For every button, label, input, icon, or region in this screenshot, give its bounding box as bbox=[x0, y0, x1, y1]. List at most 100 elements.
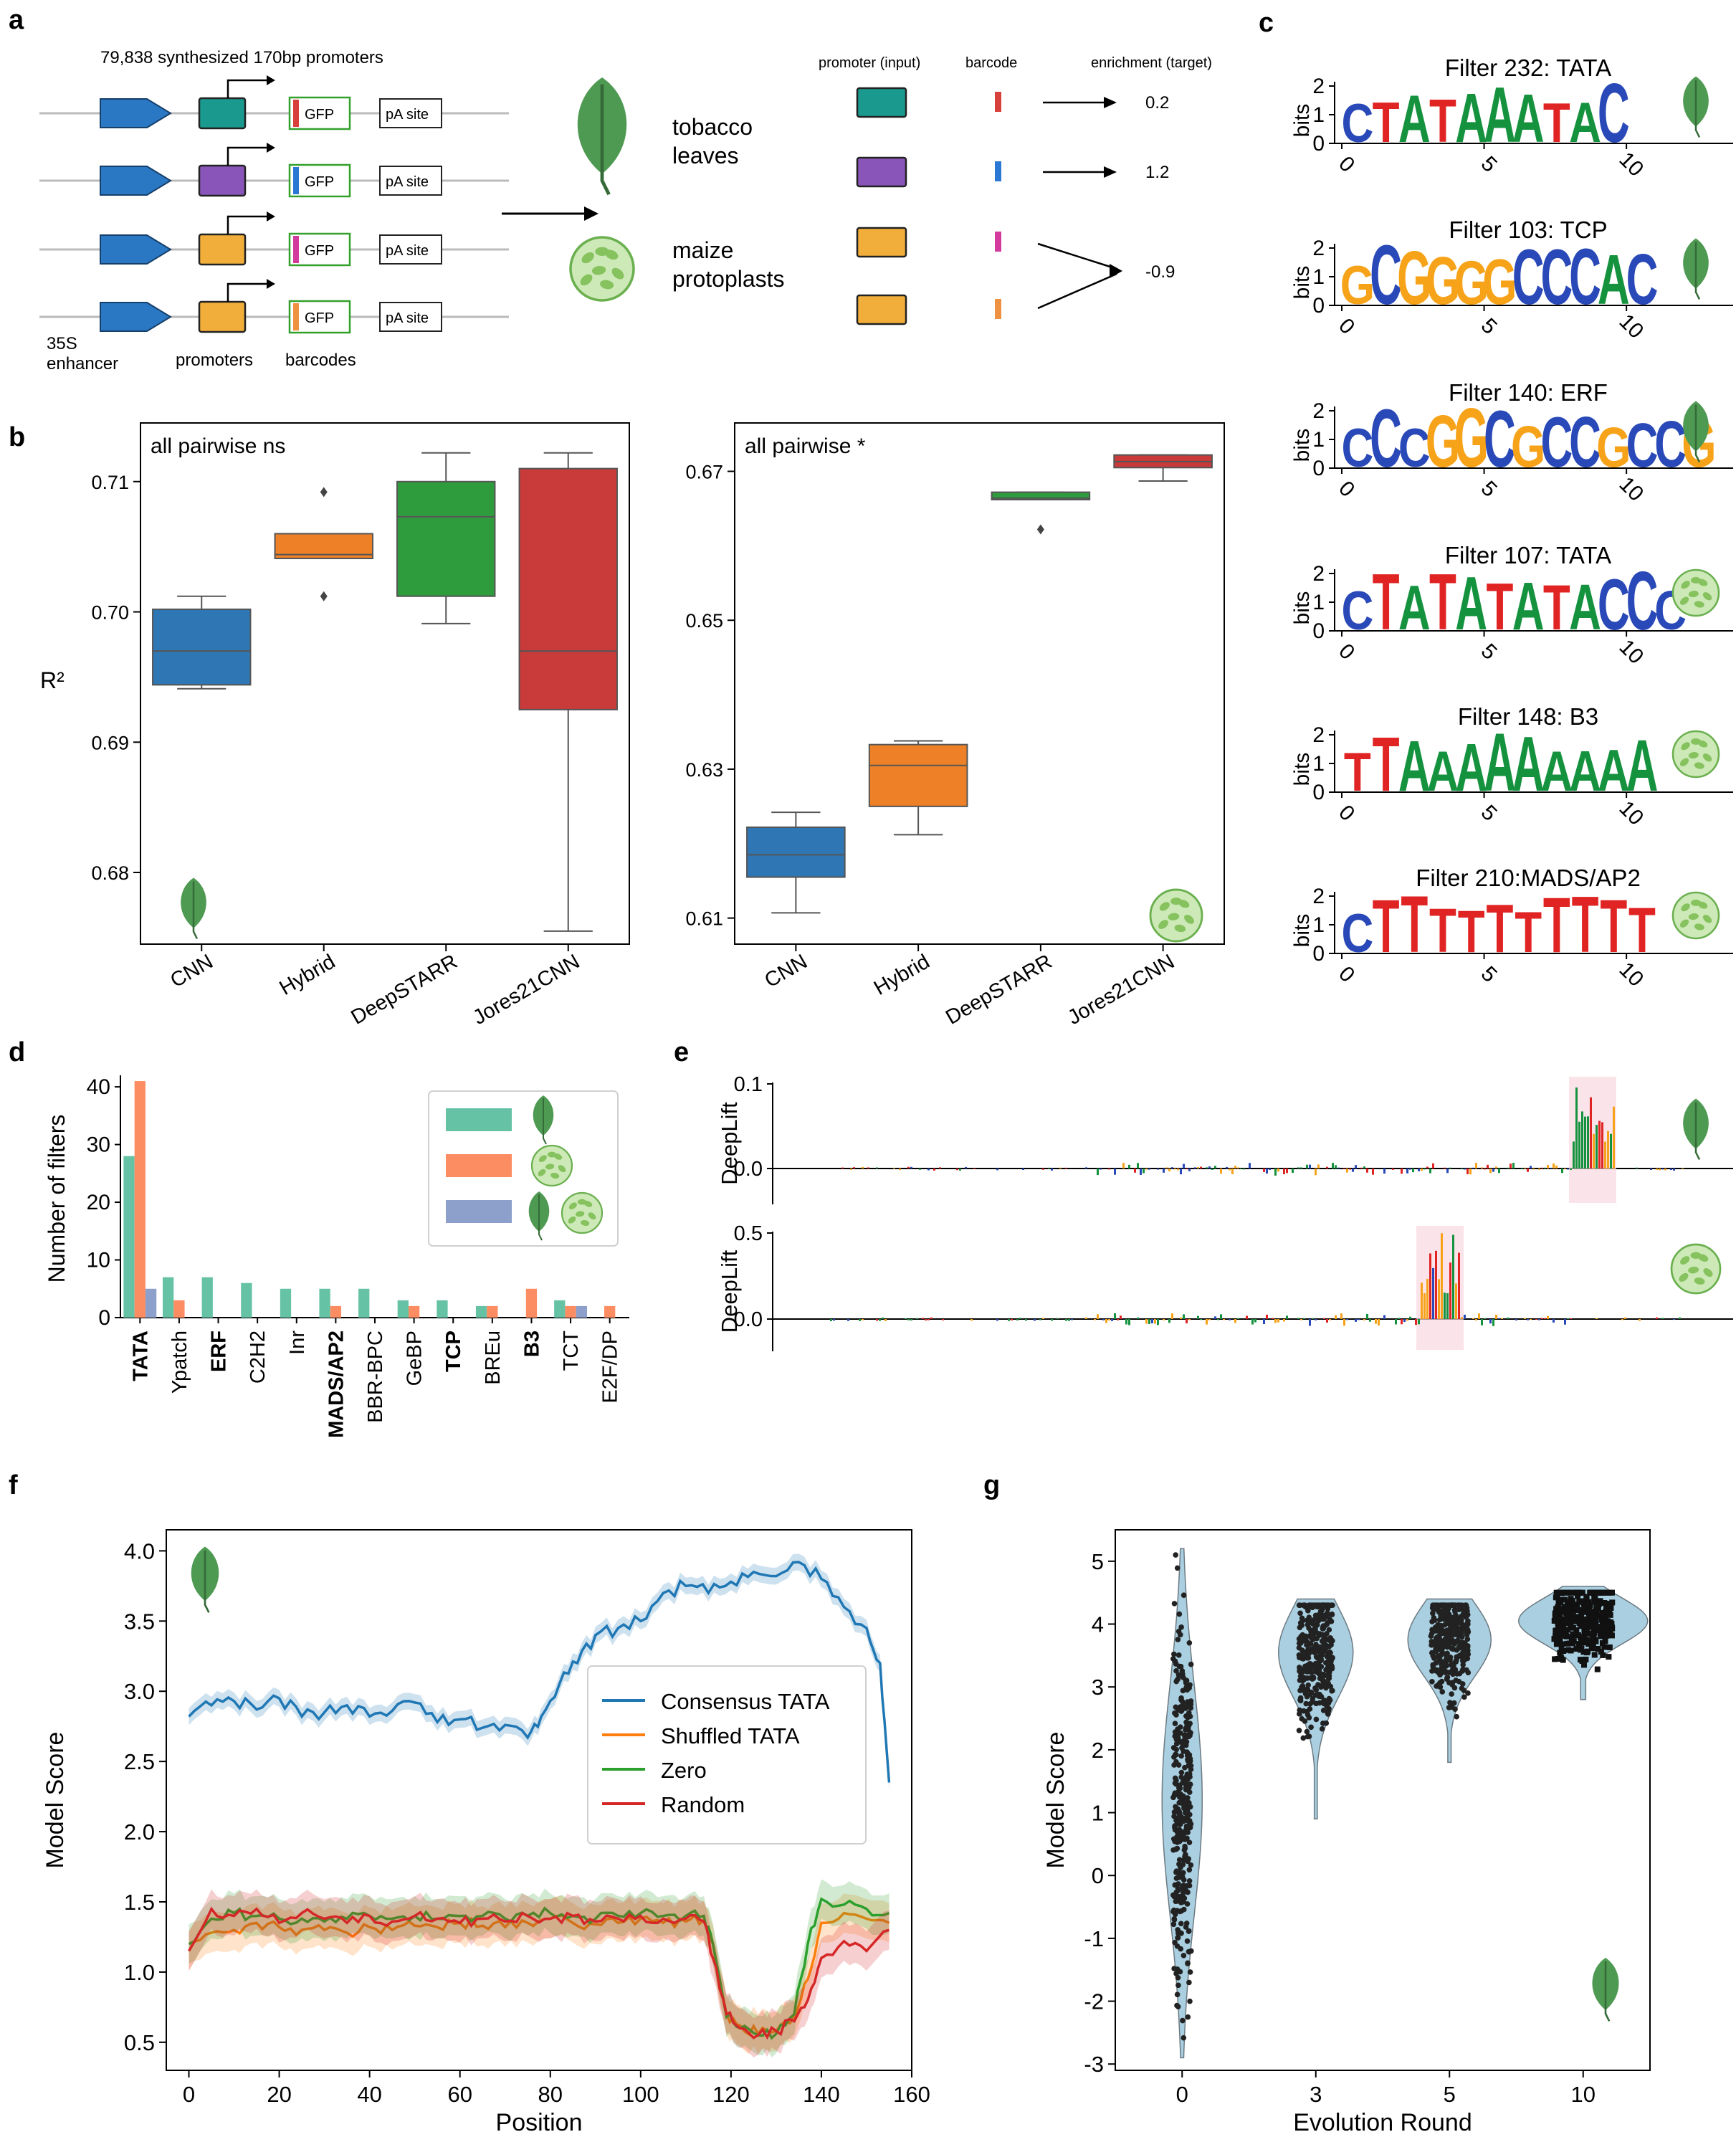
data-point bbox=[1454, 1654, 1459, 1660]
data-point bbox=[1603, 1619, 1609, 1626]
attribution-bar bbox=[1541, 1318, 1543, 1319]
attribution-bar bbox=[1369, 1319, 1371, 1322]
attribution-bar bbox=[1309, 1164, 1311, 1169]
data-point bbox=[1327, 1697, 1333, 1703]
data-point bbox=[1183, 1823, 1190, 1829]
data-point bbox=[1591, 1622, 1598, 1629]
attribution-bar bbox=[930, 1317, 933, 1319]
attribution-bar bbox=[1524, 1167, 1526, 1169]
data-point bbox=[1572, 1605, 1578, 1612]
logo-letter: T bbox=[1373, 558, 1400, 647]
data-point bbox=[1297, 1665, 1302, 1670]
bar bbox=[319, 1288, 330, 1318]
tss-arrow-head bbox=[267, 279, 275, 289]
attribution-bar bbox=[1171, 1313, 1173, 1319]
attribution-bar bbox=[1593, 1133, 1595, 1169]
pa-block bbox=[379, 166, 442, 196]
data-point bbox=[1597, 1632, 1603, 1639]
attribution-bar bbox=[1323, 1318, 1325, 1319]
data-point bbox=[1450, 1640, 1456, 1646]
attribution-bar bbox=[1547, 1165, 1549, 1169]
leaf-stem bbox=[1694, 80, 1701, 138]
y-tick-label: 4 bbox=[1092, 1612, 1104, 1637]
table-header: enrichment (target) bbox=[1091, 55, 1212, 71]
chloroplast bbox=[1159, 902, 1170, 911]
data-point bbox=[1572, 1618, 1578, 1624]
data-point bbox=[1180, 1688, 1186, 1694]
attribution-bar bbox=[1206, 1167, 1208, 1169]
y-axis-label: DeepLift bbox=[717, 1102, 742, 1185]
attribution-bar bbox=[1057, 1318, 1059, 1319]
data-point bbox=[1311, 1650, 1317, 1655]
attribution-bar bbox=[1461, 1317, 1463, 1319]
attribution-bar bbox=[1234, 1166, 1236, 1169]
attribution-bar bbox=[1105, 1319, 1107, 1323]
data-point bbox=[1181, 1847, 1188, 1853]
data-point bbox=[1579, 1657, 1585, 1664]
logo-letter: G bbox=[1454, 248, 1489, 318]
data-point bbox=[1172, 1824, 1178, 1830]
attribution-bar bbox=[1085, 1167, 1087, 1169]
data-point bbox=[1313, 1661, 1320, 1667]
data-point bbox=[1188, 1862, 1194, 1868]
table-promoter bbox=[856, 227, 907, 258]
chloroplast bbox=[1174, 924, 1186, 933]
data-point bbox=[1320, 1616, 1326, 1622]
data-point bbox=[1299, 1683, 1306, 1689]
logo-letter: G bbox=[1426, 243, 1460, 318]
data-point bbox=[1465, 1690, 1471, 1696]
data-point bbox=[1582, 1609, 1588, 1615]
data-point bbox=[1449, 1602, 1456, 1609]
data-point bbox=[1574, 1632, 1580, 1639]
table-header: promoter (input) bbox=[819, 55, 920, 71]
chloroplast bbox=[538, 1169, 546, 1176]
filter-title: Filter 232: TATA bbox=[1445, 54, 1611, 81]
attribution-bar bbox=[879, 1319, 881, 1321]
table-promoter bbox=[856, 294, 907, 325]
data-point bbox=[1178, 1817, 1184, 1824]
data-point bbox=[1438, 1612, 1444, 1617]
attribution-bar bbox=[1283, 1169, 1285, 1174]
attribution-bar bbox=[1570, 1318, 1572, 1319]
chloroplast bbox=[581, 252, 594, 264]
attribution-bar bbox=[1372, 1169, 1374, 1175]
attribution-bar bbox=[1145, 1319, 1148, 1324]
data-point bbox=[1178, 1835, 1183, 1841]
attribution-bar bbox=[1180, 1169, 1182, 1175]
data-point bbox=[1184, 1883, 1190, 1889]
chloroplast bbox=[1702, 592, 1712, 601]
y-tick-label: 1 bbox=[1312, 103, 1325, 127]
data-point bbox=[1320, 1708, 1327, 1713]
data-point bbox=[1188, 1698, 1194, 1704]
data-point bbox=[1444, 1676, 1450, 1683]
data-point bbox=[1586, 1612, 1593, 1619]
panel-letter: e bbox=[674, 1037, 689, 1067]
attribution-bar bbox=[1383, 1169, 1386, 1174]
data-point bbox=[1464, 1612, 1470, 1619]
attribution-bar bbox=[1194, 1167, 1196, 1169]
enhancer-label: 35S bbox=[47, 334, 77, 353]
data-point bbox=[1443, 1628, 1449, 1634]
data-point bbox=[1557, 1635, 1563, 1642]
attribution-bar bbox=[1039, 1319, 1041, 1320]
data-point bbox=[1321, 1602, 1327, 1609]
x-tick-label: 0 bbox=[1334, 801, 1359, 826]
data-point bbox=[1325, 1651, 1332, 1657]
data-point bbox=[1581, 1632, 1588, 1639]
data-point bbox=[1561, 1632, 1568, 1638]
data-point bbox=[1592, 1596, 1598, 1602]
attribution-bar bbox=[1438, 1279, 1440, 1319]
attribution-bar bbox=[1226, 1166, 1228, 1169]
y-tick-label: 1 bbox=[1312, 428, 1325, 452]
chloroplast bbox=[1694, 601, 1704, 608]
attribution-bar bbox=[1022, 1169, 1024, 1171]
attribution-bar bbox=[1567, 1318, 1569, 1319]
data-point bbox=[1434, 1667, 1439, 1673]
filter-title: Filter 107: TATA bbox=[1445, 542, 1611, 568]
attribution-bar bbox=[1553, 1319, 1555, 1323]
attribution-bar bbox=[1154, 1319, 1156, 1324]
y-axis-label: bits bbox=[1290, 914, 1314, 948]
logo-letter: C bbox=[1626, 554, 1659, 647]
leaf-icon bbox=[181, 877, 206, 940]
x-tick-label: 5 bbox=[1444, 2082, 1456, 2107]
